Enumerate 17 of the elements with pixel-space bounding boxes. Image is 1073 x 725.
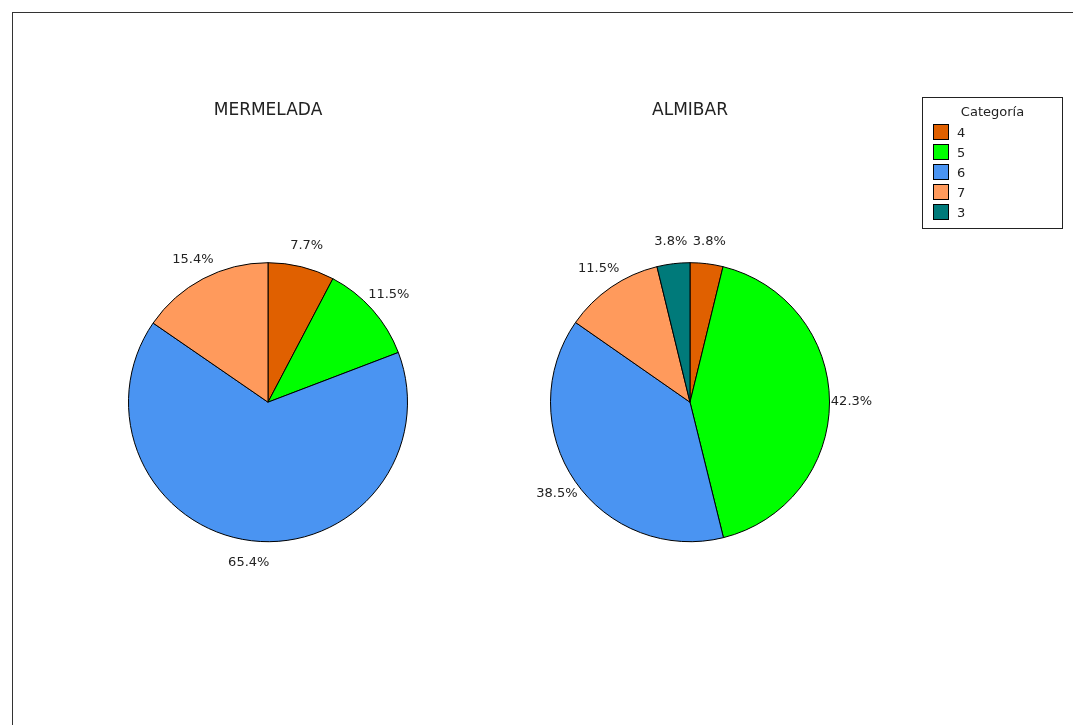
data-label: 65.4%	[228, 553, 270, 569]
chart-title: MERMELADA	[213, 98, 323, 119]
legend-title: Categoría	[959, 104, 1026, 119]
data-label: 38.5%	[536, 485, 578, 501]
chart-title: ALMIBAR	[652, 98, 729, 119]
legend-label: 4	[957, 124, 966, 140]
data-label: 3.8%	[654, 233, 688, 249]
data-label: 15.4%	[172, 250, 214, 266]
data-label: 3.8%	[692, 233, 726, 249]
legend-label: 5	[957, 144, 966, 160]
data-label: 7.7%	[290, 236, 324, 252]
data-label: 42.3%	[830, 393, 873, 409]
legend-label: 6	[957, 164, 966, 180]
legend-label: 7	[957, 184, 966, 200]
data-label: 11.5%	[368, 286, 410, 302]
data-label: 11.5%	[578, 260, 620, 276]
legend-label: 3	[957, 204, 966, 220]
